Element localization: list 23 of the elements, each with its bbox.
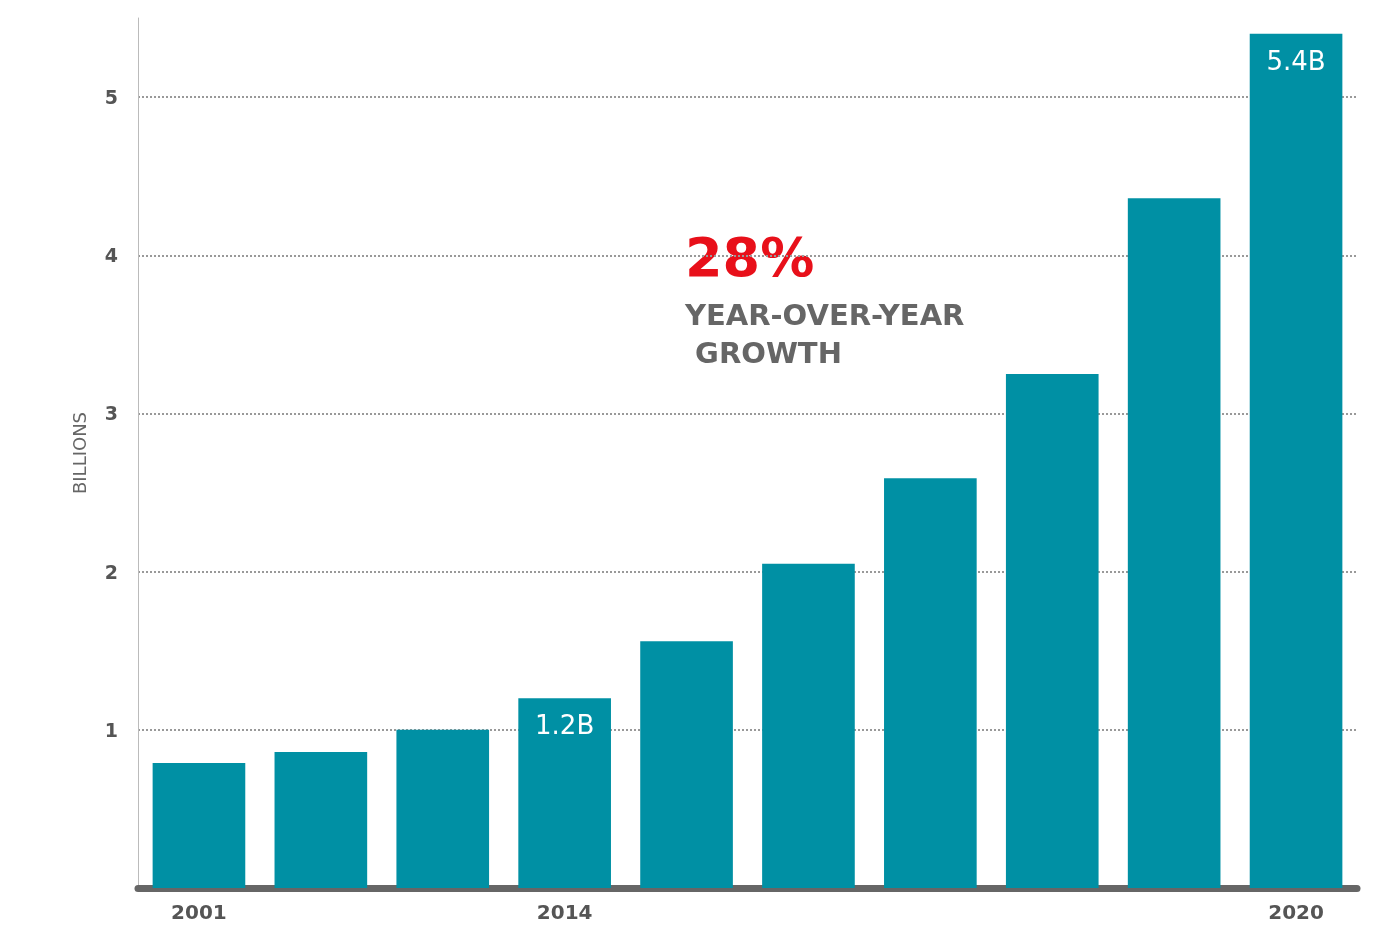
bar <box>396 729 490 888</box>
annotation: 28% <box>685 225 815 289</box>
bar <box>884 478 977 888</box>
y-tick-label: 5 <box>104 86 118 109</box>
x-tick-label: 2020 <box>1268 900 1324 924</box>
bar <box>1127 198 1221 888</box>
y-tick-label: 4 <box>104 244 118 267</box>
bar <box>1249 33 1343 888</box>
annotation: YEAR-OVER-YEAR GROWTH <box>684 298 965 370</box>
x-tick-label: 2001 <box>171 900 227 924</box>
y-tick-label: 2 <box>104 560 118 583</box>
bar <box>274 751 368 888</box>
bar <box>152 763 246 888</box>
bar <box>1005 373 1099 888</box>
bar <box>762 563 855 888</box>
bar <box>518 698 611 888</box>
x-tick-label: 2014 <box>536 900 593 924</box>
y-axis-title: BILLIONS <box>68 411 90 495</box>
bar <box>640 641 733 888</box>
data-label: 1.2B <box>535 710 595 741</box>
y-tick-label: 3 <box>104 402 118 425</box>
data-label: 5.4B <box>1266 45 1326 76</box>
y-tick-label: 1 <box>104 718 118 741</box>
